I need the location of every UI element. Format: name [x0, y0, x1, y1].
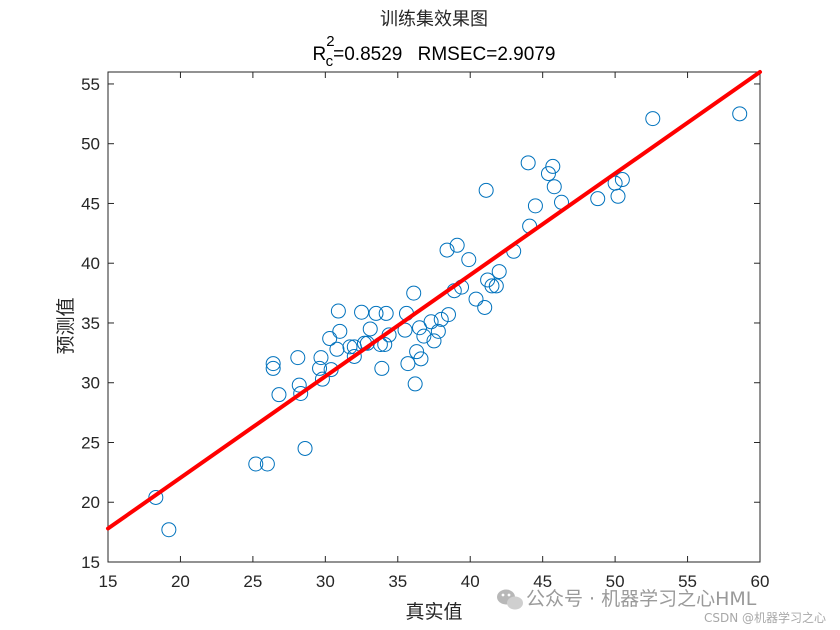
data-point: [322, 331, 338, 347]
data-point: [439, 242, 455, 258]
x-tick-label: 45: [533, 572, 552, 591]
x-tick-label: 30: [316, 572, 335, 591]
data-point: [732, 106, 748, 122]
data-point: [377, 336, 393, 352]
r-value: =0.8529: [333, 44, 402, 65]
data-point: [314, 371, 330, 387]
data-point: [362, 321, 378, 337]
data-point: [491, 264, 507, 280]
data-point: [449, 237, 465, 253]
data-point: [297, 440, 313, 456]
data-point: [332, 323, 348, 339]
data-point: [433, 311, 449, 327]
x-axis-label: 真实值: [405, 601, 462, 623]
data-point: [527, 198, 543, 214]
y-tick-label: 25: [81, 433, 100, 452]
plot-box: [107, 71, 761, 563]
data-point: [406, 285, 422, 301]
data-point: [416, 328, 432, 344]
r-subscript: c: [326, 53, 334, 70]
data-point: [330, 303, 346, 319]
data-point: [397, 322, 413, 338]
data-point: [329, 341, 345, 357]
x-tick-label: 40: [461, 572, 480, 591]
watermark: 公众号 · 机器学习之心HML CSDN @机器学习之心: [497, 588, 826, 625]
data-point: [378, 305, 394, 321]
x-tick-label: 35: [388, 572, 407, 591]
watermark-text: 公众号 · 机器学习之心HML: [526, 588, 757, 610]
data-point: [368, 305, 384, 321]
metrics-subtitle: R2 c=0.8529 RMSEC=2.9079: [313, 33, 556, 70]
x-tick-label: 25: [243, 572, 262, 591]
x-tick-label: 55: [678, 572, 697, 591]
y-tick-label: 40: [81, 254, 100, 273]
data-point: [412, 320, 428, 336]
data-point: [148, 489, 164, 505]
data-point: [313, 350, 329, 366]
x-tick-label: 15: [99, 572, 118, 591]
data-point: [409, 344, 425, 360]
y-axis: 15 20 25 30 35 40 45 50 55: [81, 75, 760, 572]
y-tick-label: 45: [81, 194, 100, 213]
data-point: [293, 385, 309, 401]
data-point: [407, 376, 423, 392]
data-point: [259, 456, 275, 472]
y-axis-label: 预测值: [55, 297, 77, 354]
data-point: [265, 360, 281, 376]
data-point: [477, 299, 493, 315]
data-point: [342, 339, 358, 355]
y-tick-label: 20: [81, 493, 100, 512]
data-point: [290, 350, 306, 366]
data-point: [161, 522, 177, 538]
y-tick-label: 35: [81, 314, 100, 333]
plot-area: [107, 71, 761, 563]
y-tick-label: 50: [81, 135, 100, 154]
data-point: [440, 307, 456, 323]
data-point: [346, 348, 362, 364]
data-point: [312, 360, 328, 376]
data-point: [248, 456, 264, 472]
data-point: [468, 291, 484, 307]
data-point: [265, 356, 281, 372]
fit-line: [106, 70, 762, 531]
data-point: [590, 191, 606, 207]
data-point: [291, 377, 307, 393]
title-group: 训练集效果图 R2 c=0.8529 RMSEC=2.9079: [313, 9, 556, 70]
fit-line-group: [106, 70, 762, 531]
x-tick-label: 20: [171, 572, 190, 591]
x-tick-label: 50: [606, 572, 625, 591]
data-point: [400, 356, 416, 372]
data-point: [614, 172, 630, 188]
data-point: [478, 182, 494, 198]
r-superscript: 2: [326, 33, 334, 50]
data-point: [413, 351, 429, 367]
data-point: [610, 188, 626, 204]
y-tick-label: 55: [81, 75, 100, 94]
y-tick-label: 15: [81, 553, 100, 572]
r-symbol: R: [313, 44, 327, 65]
x-tick-label: 60: [751, 572, 770, 591]
data-point: [645, 111, 661, 127]
data-point: [271, 387, 287, 403]
watermark-subtext: CSDN @机器学习之心: [704, 610, 826, 625]
data-point: [540, 166, 556, 182]
data-point: [374, 360, 390, 376]
data-point: [354, 304, 370, 320]
data-point: [423, 314, 439, 330]
data-point: [545, 158, 561, 174]
data-point: [461, 252, 477, 268]
data-point: [488, 278, 504, 294]
data-point: [484, 278, 500, 294]
data-point: [430, 323, 446, 339]
wechat-icon: [497, 589, 523, 610]
x-axis: 15 20 25 30 35 40 45 50 55 60: [99, 72, 770, 591]
data-point: [426, 333, 442, 349]
rmse-value: RMSEC=2.9079: [418, 44, 556, 65]
chart-title: 训练集效果图: [380, 9, 488, 30]
data-point: [520, 155, 536, 171]
y-tick-label: 30: [81, 374, 100, 393]
data-point: [546, 179, 562, 195]
